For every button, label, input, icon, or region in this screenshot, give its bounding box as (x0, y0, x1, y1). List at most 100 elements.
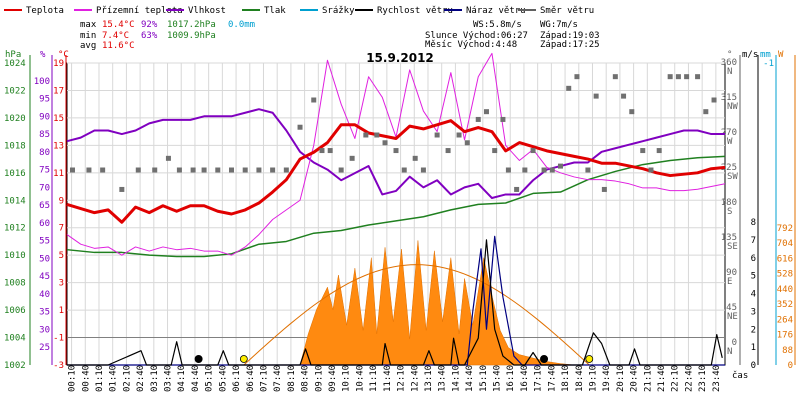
x-tick-label: 00:10 (68, 365, 78, 392)
stat-ws: WS:5.8m/s (473, 20, 522, 30)
sun-curve (243, 264, 590, 366)
x-tick-label: 19:10 (588, 365, 598, 392)
deg-tick-label: 90 (726, 268, 737, 278)
dir-tick-label: W (727, 137, 733, 147)
x-tick-label: 10:10 (342, 365, 352, 392)
pct-tick-label: 40 (39, 290, 50, 300)
wind-direction-point (612, 74, 618, 80)
x-tick-label: 17:40 (547, 365, 557, 392)
pct-tick-label: 65 (39, 201, 50, 211)
deg-tick-label: 180 (721, 198, 737, 208)
hpa-tick-label: 1022 (4, 86, 26, 96)
sunrise-marker (239, 355, 248, 363)
stat-max-temp: 15.4°C (102, 20, 135, 30)
wind-direction-point (256, 167, 262, 173)
x-tick-label: 13:10 (424, 365, 434, 392)
pct-tick-label: 25 (39, 343, 50, 353)
ms-tick-label: 8 (751, 218, 756, 228)
hpa-tick-label: 1004 (4, 334, 26, 344)
wind-direction-point (201, 167, 207, 173)
wind-direction-point (530, 148, 536, 154)
wind-direction-point (640, 148, 646, 154)
pct-tick-label: 55 (39, 237, 50, 247)
axis-mm-label: mm (760, 50, 771, 60)
wind-direction-point (229, 167, 234, 173)
x-tick-label: 13:40 (438, 365, 448, 392)
x-tick-label: 06:10 (232, 365, 242, 392)
x-tick-label: 07:10 (259, 365, 269, 392)
axis-deg-label: ° (727, 50, 732, 60)
plot-area (66, 52, 726, 366)
ms-tick-label: 2 (751, 325, 756, 335)
wind-direction-point (621, 93, 627, 99)
wind-direction-point (420, 167, 426, 173)
temperature-line (66, 119, 726, 224)
wind-direction-point (593, 93, 599, 99)
w-tick-label: 176 (777, 331, 793, 341)
w-tick-label: 616 (777, 254, 793, 264)
wind-direction-point (382, 140, 388, 146)
dir-tick-label: N (727, 347, 732, 357)
ms-tick-label: 5 (751, 272, 756, 282)
legend-label: Teplota (26, 6, 64, 16)
c-tick-label: 1 (59, 306, 64, 316)
x-tick-label: 08:40 (301, 365, 311, 392)
x-tick-label: 17:10 (534, 365, 544, 392)
wind-direction-point (349, 155, 355, 161)
hpa-tick-label: 1018 (4, 141, 26, 151)
mm-tick-label: -1 (763, 59, 774, 69)
moonrise-marker (194, 355, 203, 363)
wind-direction-point (393, 148, 399, 154)
pressure-line (66, 155, 726, 258)
chart-title: 15.9.2012 (366, 51, 434, 65)
pct-tick-label: 95 (39, 95, 50, 105)
x-tick-label: 23:40 (712, 365, 722, 392)
wind-direction-point (601, 186, 607, 192)
w-tick-label: 0 (788, 361, 793, 371)
wind-direction-point (464, 140, 470, 146)
x-axis-label: čas (732, 370, 748, 381)
x-tick-label: 07:40 (273, 365, 283, 392)
legend-label: Směr větru (540, 6, 594, 16)
axis-c-label: °C (58, 50, 69, 60)
wind-direction-point (401, 167, 407, 173)
wind-direction-point (319, 148, 325, 154)
stat-max-label: max (80, 20, 97, 30)
x-tick-label: 16:10 (506, 365, 516, 392)
wind-direction-point (456, 132, 462, 138)
dir-tick-label: NE (727, 312, 738, 322)
wind-direction-point (711, 97, 717, 103)
legend-label: Tlak (264, 6, 286, 16)
wind-direction-point (242, 167, 248, 173)
wind-direction-point (152, 167, 158, 173)
wind-direction-point (338, 167, 344, 173)
x-tick-label: 10:40 (355, 365, 365, 392)
x-tick-label: 22:10 (671, 365, 681, 392)
x-tick-label: 05:10 (205, 365, 215, 392)
stat-wg: WG:7m/s (540, 20, 578, 30)
pct-tick-label: 50 (39, 254, 50, 264)
c-tick-label: 17 (53, 86, 64, 96)
x-tick-label: 19:40 (602, 365, 612, 392)
c-tick-label: 3 (59, 279, 64, 289)
w-tick-label: 792 (777, 224, 793, 234)
deg-tick-label: 315 (721, 93, 737, 103)
x-tick-label: 18:40 (575, 365, 585, 392)
wind-direction-point (445, 148, 451, 154)
deg-tick-label: 0 (732, 338, 737, 348)
c-tick-label: -3 (53, 361, 64, 371)
legend: Teplota Přízemní teplota Vlhkost Tlak Srážky… (4, 6, 594, 16)
legend-label: Náraz větru (466, 6, 526, 16)
wind-direction-point (86, 167, 92, 173)
axis-pct-label: % (40, 50, 46, 60)
stat-min-press: 1009.9hPa (167, 31, 216, 41)
hpa-tick-label: 1020 (4, 114, 26, 124)
legend-label: Rychlost větru (377, 6, 453, 16)
stat-avg-label: avg (80, 41, 96, 51)
wind-direction-point (558, 163, 563, 169)
pct-tick-label: 30 (39, 325, 50, 335)
legend-label: Srážky (322, 6, 355, 16)
hpa-tick-label: 1010 (4, 251, 26, 261)
dir-tick-label: N (727, 67, 732, 77)
